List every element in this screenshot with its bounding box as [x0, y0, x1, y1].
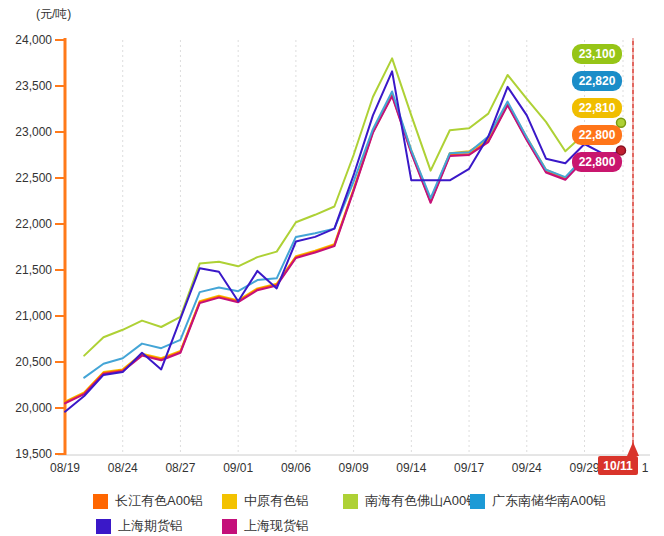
- x-tick-label: 09/17: [454, 461, 484, 475]
- y-tick-label: 20,500: [15, 355, 52, 369]
- y-tick-label: 21,500: [15, 263, 52, 277]
- y-tick-label: 23,500: [15, 79, 52, 93]
- legend-swatch: [343, 494, 358, 509]
- legend-item-shanghai-spot: 上海现货铝: [222, 518, 309, 534]
- legend-item-changjiang-a00: 长江有色A00铝: [93, 493, 203, 509]
- legend-swatch: [222, 494, 237, 509]
- y-tick-label: 22,500: [15, 171, 52, 185]
- y-tick-label: 22,000: [15, 217, 52, 231]
- x-tick-label: 09/24: [512, 461, 542, 475]
- legend-swatch: [96, 519, 111, 534]
- legend-label: 中原有色铝: [244, 492, 309, 510]
- y-tick-label: 24,000: [15, 33, 52, 47]
- y-tick-label: 19,500: [15, 447, 52, 461]
- x-tick-label: 08/24: [108, 461, 138, 475]
- legend-item-zhongyuan: 中原有色铝: [222, 493, 309, 509]
- end-value-pill-label: 23,100: [579, 47, 616, 61]
- current-date-badge-label: 10/11: [603, 459, 633, 473]
- legend-label: 南海有色佛山A00铝: [365, 492, 479, 510]
- series-line-shanghai-futures: [65, 71, 623, 411]
- legend-swatch: [470, 494, 485, 509]
- end-value-pill-label: 22,810: [579, 101, 616, 115]
- legend-label: 长江有色A00铝: [115, 492, 203, 510]
- x-tick-label-partial: 1: [642, 461, 649, 475]
- end-value-pill-label: 22,800: [579, 155, 616, 169]
- y-tick-label: 20,000: [15, 401, 52, 415]
- aluminum-price-chart-page: (元/吨) 24,00023,50023,00022,50022,00021,5…: [0, 0, 664, 536]
- x-tick-label: 08/19: [50, 461, 80, 475]
- legend-swatch: [93, 494, 108, 509]
- current-date-arrow: [627, 442, 639, 456]
- end-value-pill-label: 22,800: [579, 128, 616, 142]
- x-tick-label: 08/27: [165, 461, 195, 475]
- y-tick-label: 23,000: [15, 125, 52, 139]
- legend-label: 广东南储华南A00铝: [492, 492, 606, 510]
- x-tick-label: 09/29: [570, 461, 600, 475]
- price-line-chart: 24,000 23,500 23,000 22,500 22,000 21,500 21,0…: [0, 0, 664, 488]
- legend-item-shanghai-futures: 上海期货铝: [96, 518, 183, 534]
- end-dot-nanhai: [617, 118, 626, 127]
- end-value-pill-label: 22,820: [579, 74, 616, 88]
- x-tick-label: 09/14: [396, 461, 426, 475]
- legend-item-nanhai-foshan: 南海有色佛山A00铝: [343, 493, 479, 509]
- series-line-guangdong-nanchu: [84, 92, 623, 378]
- legend-label: 上海现货铝: [244, 517, 309, 535]
- y-tick-label: 21,000: [15, 309, 52, 323]
- legend-swatch: [222, 519, 237, 534]
- x-tick-label: 09/09: [339, 461, 369, 475]
- legend-item-guangdong-nanchu: 广东南储华南A00铝: [470, 493, 606, 509]
- chart-legend: 长江有色A00铝 中原有色铝 南海有色佛山A00铝广东南储华南A00铝上海期货铝 上海…: [0, 488, 664, 536]
- x-tick-label: 09/01: [223, 461, 253, 475]
- x-tick-label: 09/06: [281, 461, 311, 475]
- legend-label: 上海期货铝: [118, 517, 183, 535]
